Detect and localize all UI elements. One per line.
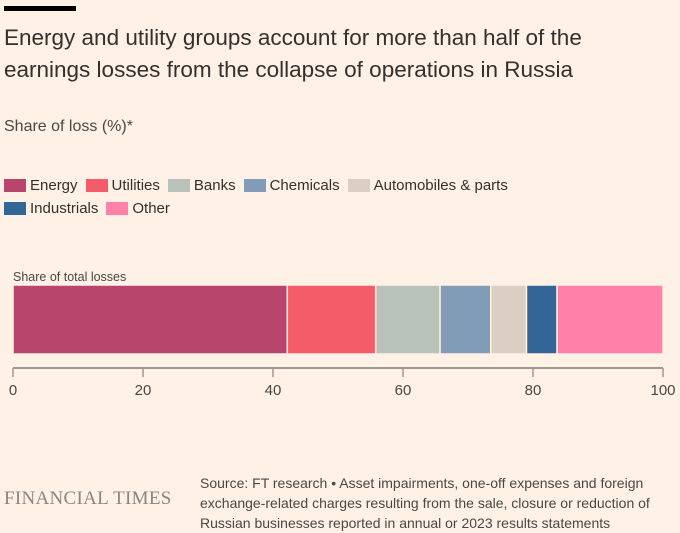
legend-item: Chemicals (243, 175, 340, 196)
chart-subtitle: Share of loss (%)* (4, 118, 133, 135)
bar-segment-industrials (525, 284, 558, 355)
source-note: Source: FT research • Asset impairments,… (200, 475, 650, 531)
legend-item: Banks (167, 175, 236, 196)
legend-item: Industrials (4, 198, 98, 219)
legend-item: Automobiles & parts (347, 175, 508, 196)
bar-segment-automobiles-parts (490, 284, 528, 355)
bar-segment-other (556, 284, 664, 355)
legend-label: Industrials (30, 200, 99, 217)
legend-swatch (106, 202, 129, 215)
x-tick-label: 40 (265, 382, 282, 399)
legend-label: Utilities (111, 177, 160, 194)
x-tick-label: 80 (525, 382, 542, 399)
legend-swatch (243, 179, 266, 192)
bar-segment-banks (374, 284, 441, 355)
legend-swatch (347, 179, 370, 192)
bar-segment-chemicals (439, 284, 492, 355)
chart-title: Energy and utility groups account for mo… (4, 25, 582, 82)
x-tick-label: 0 (9, 382, 17, 399)
bar-segment-utilities (286, 284, 377, 355)
stacked-bar-chart: Share of total losses 0 20 40 60 80 100 (9, 270, 676, 399)
legend-swatch (85, 179, 108, 192)
x-tick-label: 100 (650, 382, 675, 399)
legend-label: Other (132, 200, 170, 217)
legend-item: Other (106, 198, 170, 219)
legend-label: Chemicals (269, 177, 340, 194)
legend-swatch (4, 202, 26, 215)
bar-segment-energy (12, 284, 289, 355)
x-tick-label: 60 (395, 382, 412, 399)
legend-label: Banks (193, 177, 236, 194)
legend-item: Utilities (85, 175, 160, 196)
x-tick-label: 20 (135, 382, 152, 399)
legend-item: Energy (4, 175, 78, 196)
category-label: Share of total losses (13, 270, 126, 284)
legend: Energy Utilities Banks Chemicals Automobiles… (4, 175, 604, 221)
ft-top-rule (4, 6, 76, 11)
legend-swatch (4, 179, 26, 192)
legend-label: Energy (30, 177, 78, 194)
legend-swatch (167, 179, 190, 192)
ft-logo: FINANCIAL TIMES (4, 488, 172, 509)
legend-label: Automobiles & parts (373, 177, 508, 194)
